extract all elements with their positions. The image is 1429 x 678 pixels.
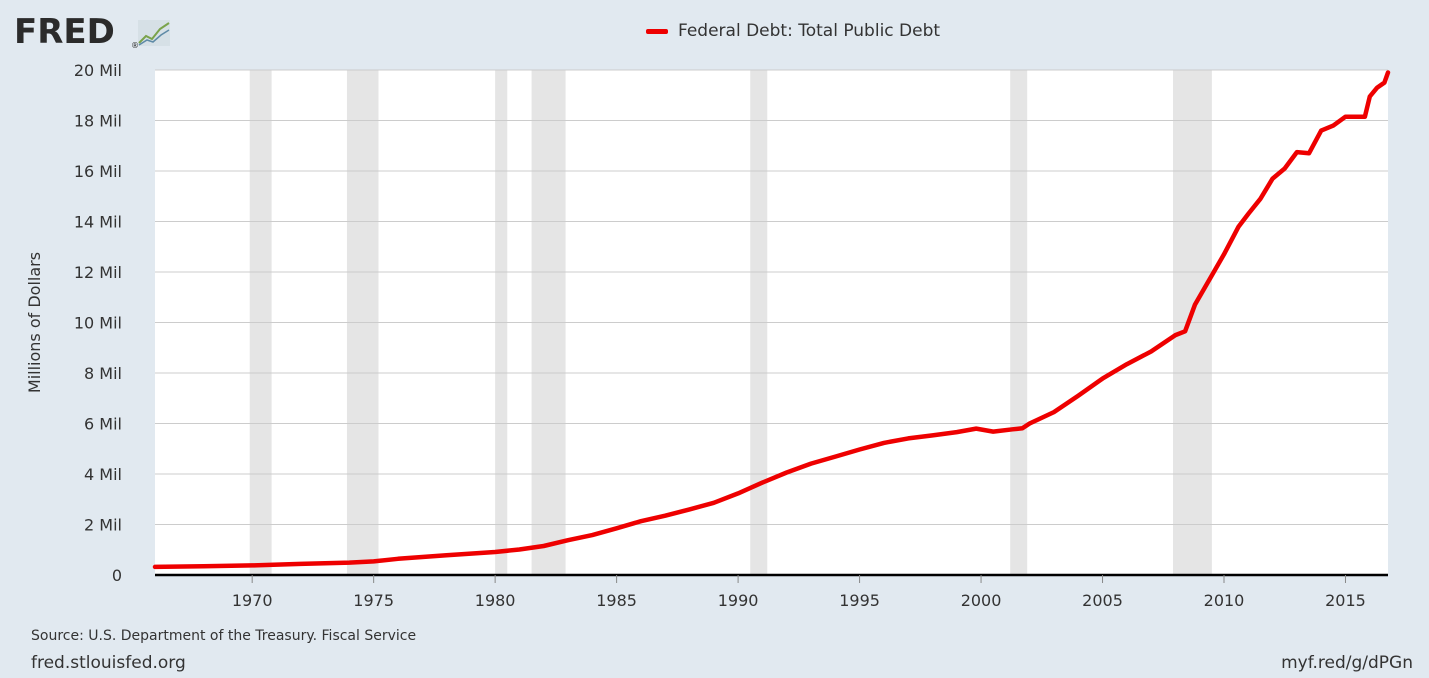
x-tick-label: 1990 [718,591,759,610]
legend-swatch [646,28,668,34]
x-tick-label: 2015 [1325,591,1366,610]
y-tick-label: 14 Mil [74,213,122,232]
x-tick-label: 2005 [1082,591,1123,610]
x-tick-label: 1985 [596,591,637,610]
legend-label: Federal Debt: Total Public Debt [678,21,941,41]
y-tick-label: 8 Mil [84,364,122,383]
trademark-mark: ® [131,41,139,50]
fred-logo-text: FRED [14,12,115,50]
y-tick-label: 18 Mil [74,112,122,131]
site-link[interactable]: fred.stlouisfed.org [31,653,186,673]
chart-legend: Federal Debt: Total Public Debt [646,21,940,41]
x-tick-label: 1995 [839,591,880,610]
y-axis-label: Millions of Dollars [25,252,44,393]
series-line [152,70,1391,570]
y-tick-label: 20 Mil [74,61,122,80]
x-tick-label: 1975 [353,591,394,610]
line-chart: 0 2 Mil 4 Mil 6 Mil 8 Mil 10 Mil 12 Mil 14 Mil 1… [25,61,1391,610]
x-tick-label: 2000 [961,591,1002,610]
short-link[interactable]: myf.red/g/dPGn [1281,653,1413,673]
x-tick-label: 1970 [232,591,273,610]
y-tick-label: 16 Mil [74,162,122,181]
y-tick-label: 2 Mil [84,516,122,535]
fred-logo[interactable]: FRED ® [14,10,184,50]
source-note: Source: U.S. Department of the Treasury.… [31,628,417,644]
y-tick-label: 0 [112,566,122,585]
y-tick-label: 4 Mil [84,465,122,484]
chart-icon [138,20,170,46]
x-tick-label: 1980 [475,591,516,610]
y-tick-label: 6 Mil [84,415,122,434]
y-tick-label: 12 Mil [74,263,122,282]
y-tick-label: 10 Mil [74,314,122,333]
x-tick-label: 2010 [1204,591,1245,610]
